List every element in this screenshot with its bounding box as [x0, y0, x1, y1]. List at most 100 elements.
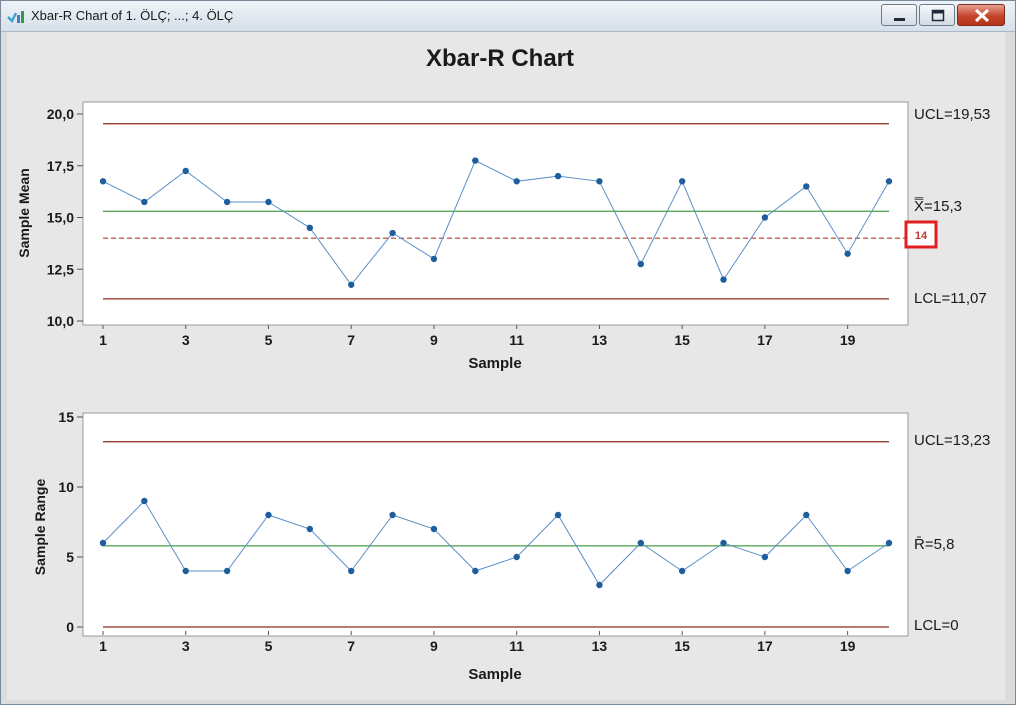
xbar-data-point [306, 224, 314, 232]
range-data-point [306, 525, 314, 533]
range-xtick-label: 19 [840, 638, 856, 654]
range-ytick-label: 10 [58, 479, 74, 495]
minimize-button[interactable] [881, 4, 917, 26]
range-data-point [348, 567, 355, 575]
title-bar[interactable]: Xbar-R Chart of 1. ÖLÇ; ...; 4. ÖLÇ [1, 1, 1015, 32]
range-data-point [596, 581, 603, 589]
chart-client-area: Xbar-R Chart 10,0 12,5 15,0 17,5 20,0 1 3 5 7 9 11… [7, 32, 1005, 700]
xbar-xtick-label: 17 [757, 332, 773, 348]
xbar-r-chart: Xbar-R Chart 10,012,515,017,520,01 3 5 7 9 11… [16, 45, 990, 683]
range-data-point [389, 511, 396, 519]
minitab-chart-icon [7, 11, 24, 24]
range-data-point [554, 511, 562, 519]
xbar-ylabel: Sample Mean [16, 168, 32, 257]
xbar-data-point [637, 260, 644, 268]
range-data-point [141, 497, 148, 505]
range-data-point [678, 567, 686, 575]
xbar-series-line [102, 159, 890, 286]
xbar-data-point [182, 167, 189, 175]
xbar-xtick-label: 7 [347, 332, 355, 348]
close-icon [974, 8, 990, 23]
range-data-point [182, 567, 189, 575]
range-data-point [720, 539, 727, 547]
xbar-xtick-label: 3 [182, 332, 190, 348]
range-xlabel: Sample [468, 666, 521, 683]
xbar-ucl-label: UCL=19,53 [914, 106, 990, 123]
xbar-data-point [348, 281, 355, 288]
xbar-data-point [223, 198, 231, 206]
xbar-data-point [596, 178, 603, 185]
range-data-point [223, 567, 231, 575]
range-data-point [513, 553, 520, 561]
xbar-data-point [885, 178, 893, 185]
xbar-ytick-label: 12,5 [47, 261, 74, 277]
xbar-xlabel: Sample [468, 355, 521, 372]
xbar-panel: 10,012,515,017,520,01 3 5 7 9 11 13 15 17 19 Samp… [16, 101, 990, 372]
window-title: Xbar-R Chart of 1. ÖLÇ; ...; 4. ÖLÇ [31, 8, 234, 23]
xbar-xtick-label: 19 [840, 332, 856, 348]
reference-value-box[interactable] [904, 220, 938, 249]
range-data-point [885, 539, 893, 547]
xbar-data-point [513, 178, 520, 185]
xbar-data-point [141, 198, 148, 206]
range-data-point [265, 511, 272, 519]
xbar-data-point [99, 178, 107, 185]
range-xtick-label: 7 [347, 638, 355, 654]
xbar-xtick-label: 15 [674, 332, 690, 348]
close-button[interactable] [957, 4, 1005, 26]
xbar-data-point [389, 229, 396, 237]
range-data-point [761, 553, 769, 561]
xbar-ytick-label: 10,0 [47, 313, 74, 329]
range-xtick-label: 5 [265, 638, 273, 654]
xbar-xtick-label: 1 [99, 332, 107, 348]
range-xtick-label: 9 [430, 638, 438, 654]
range-ucl-label: UCL=13,23 [914, 432, 990, 449]
minimize-icon [894, 18, 905, 21]
range-xtick-label: 1 [99, 638, 107, 654]
xbar-ytick-label: 20,0 [47, 106, 74, 122]
xbar-ytick-label: 17,5 [47, 158, 74, 174]
xbar-xtick-label: 9 [430, 332, 438, 348]
range-data-point [803, 511, 810, 519]
xbar-lcl-label: LCL=11,07 [914, 290, 987, 307]
range-ytick-label: 0 [66, 619, 74, 635]
xbar-data-point [720, 276, 727, 283]
xbar-xtick-label: 5 [265, 332, 273, 348]
xbar-center-label: X̿=15,3 [914, 198, 962, 215]
xbar-data-point [265, 198, 272, 206]
xbar-ytick-label: 15,0 [47, 210, 74, 226]
range-data-point [472, 567, 479, 575]
range-ytick-label: 5 [66, 549, 74, 565]
range-xtick-label: 17 [757, 638, 773, 654]
range-data-point [637, 539, 644, 547]
range-data-point [99, 539, 107, 547]
range-data-point [844, 567, 851, 575]
maximize-button[interactable] [919, 4, 955, 26]
range-ytick-label: 15 [58, 409, 74, 425]
xbar-data-point [678, 178, 686, 185]
chart-title: Xbar-R Chart [426, 45, 574, 72]
range-xtick-label: 13 [592, 638, 608, 654]
range-ylabel: Sample Range [32, 479, 48, 576]
range-data-point [430, 525, 438, 533]
xbar-data-point [554, 172, 562, 180]
reference-value-label: 14 [915, 230, 928, 242]
range-xtick-label: 15 [674, 638, 690, 654]
range-series-line [102, 500, 890, 586]
range-xtick-label: 3 [182, 638, 190, 654]
maximize-icon [931, 9, 945, 22]
xbar-data-point [803, 183, 810, 190]
range-plot-area [82, 412, 909, 637]
xbar-data-point [430, 255, 438, 263]
xbar-xtick-label: 11 [509, 332, 524, 348]
xbar-data-point [761, 214, 769, 221]
xbar-data-point [844, 250, 851, 257]
xbar-plot-area [82, 101, 909, 326]
range-xtick-label: 11 [509, 638, 524, 654]
range-center-label: R̄=5,8 [914, 536, 954, 553]
range-lcl-label: LCL=0 [914, 617, 959, 634]
xbar-xtick-label: 13 [592, 332, 608, 348]
xbar-data-point [472, 157, 479, 164]
